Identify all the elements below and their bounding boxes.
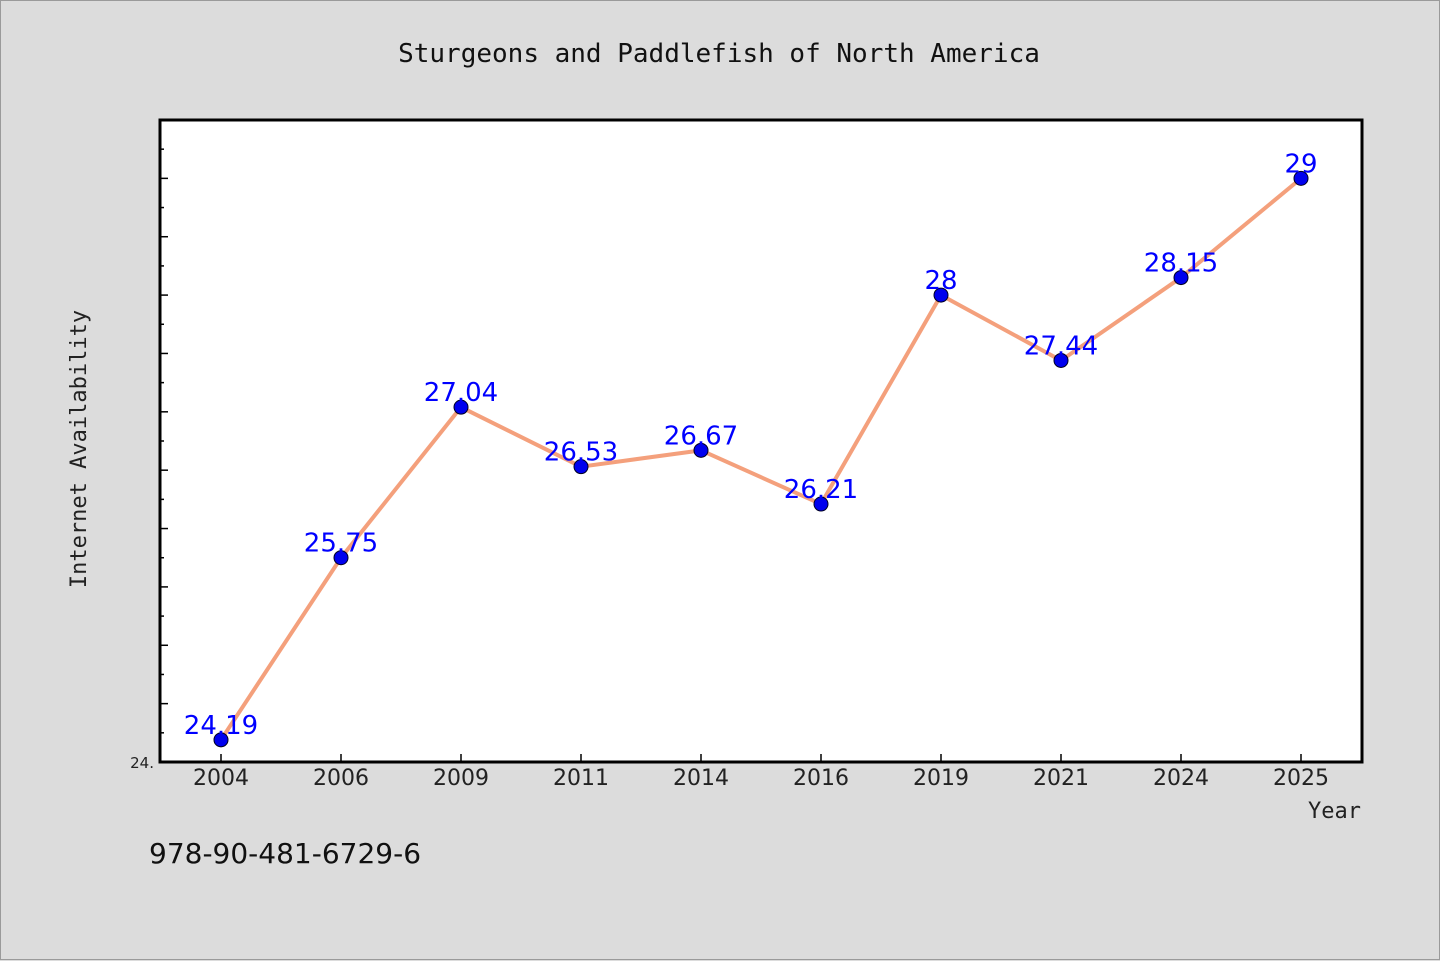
series-line xyxy=(219,176,1303,742)
x-tick-label: 2016 xyxy=(793,766,849,791)
data-point xyxy=(333,550,349,566)
x-tick-label: 2009 xyxy=(433,766,489,791)
x-tick-label: 2004 xyxy=(193,766,249,791)
data-point xyxy=(213,732,229,748)
data-point xyxy=(813,496,829,512)
data-label: 26.53 xyxy=(544,438,618,468)
x-tick-label: 2011 xyxy=(553,766,609,791)
x-axis-label: Year xyxy=(1308,799,1361,824)
plot-area xyxy=(158,118,1364,764)
isbn-text: 978-90-481-6729-6 xyxy=(149,837,421,870)
data-point xyxy=(933,287,949,303)
y-tick-label: 24. xyxy=(130,754,154,772)
data-point xyxy=(693,442,709,458)
data-labels-group: 24.19 25.75 27.04 26.53 26.67 26.21 28 27.44 28.… xyxy=(184,149,1318,740)
data-point xyxy=(1293,170,1309,186)
x-tick-label: 2021 xyxy=(1033,766,1089,791)
data-label: 24.19 xyxy=(184,711,258,741)
series-line-group xyxy=(219,176,1303,742)
x-tick-label: 2019 xyxy=(913,766,969,791)
data-label: 29 xyxy=(1284,149,1317,179)
data-point xyxy=(1053,352,1069,368)
data-point xyxy=(1173,270,1189,286)
x-axis-ticks: 2004 2006 2009 2011 2014 2016 2019 2021 2024 2025 xyxy=(193,754,1329,791)
data-label: 27.04 xyxy=(424,378,498,408)
chart-title: Sturgeons and Paddlefish of North Americ… xyxy=(398,39,1040,69)
x-tick-label: 2014 xyxy=(673,766,729,791)
data-label: 28.15 xyxy=(1144,249,1218,279)
data-label: 25.75 xyxy=(304,529,378,559)
series-markers-group xyxy=(213,170,1309,748)
x-tick-label: 2006 xyxy=(313,766,369,791)
data-point xyxy=(573,459,589,475)
y-axis-label: Internet Availability xyxy=(67,310,92,588)
y-axis-ticks xyxy=(160,119,168,763)
data-label: 27.44 xyxy=(1024,331,1098,361)
data-label: 28 xyxy=(924,266,957,296)
x-tick-label: 2024 xyxy=(1153,766,1209,791)
data-point xyxy=(453,399,469,415)
data-label: 26.67 xyxy=(664,421,738,451)
data-label: 26.21 xyxy=(784,475,858,505)
x-tick-label: 2025 xyxy=(1273,766,1329,791)
